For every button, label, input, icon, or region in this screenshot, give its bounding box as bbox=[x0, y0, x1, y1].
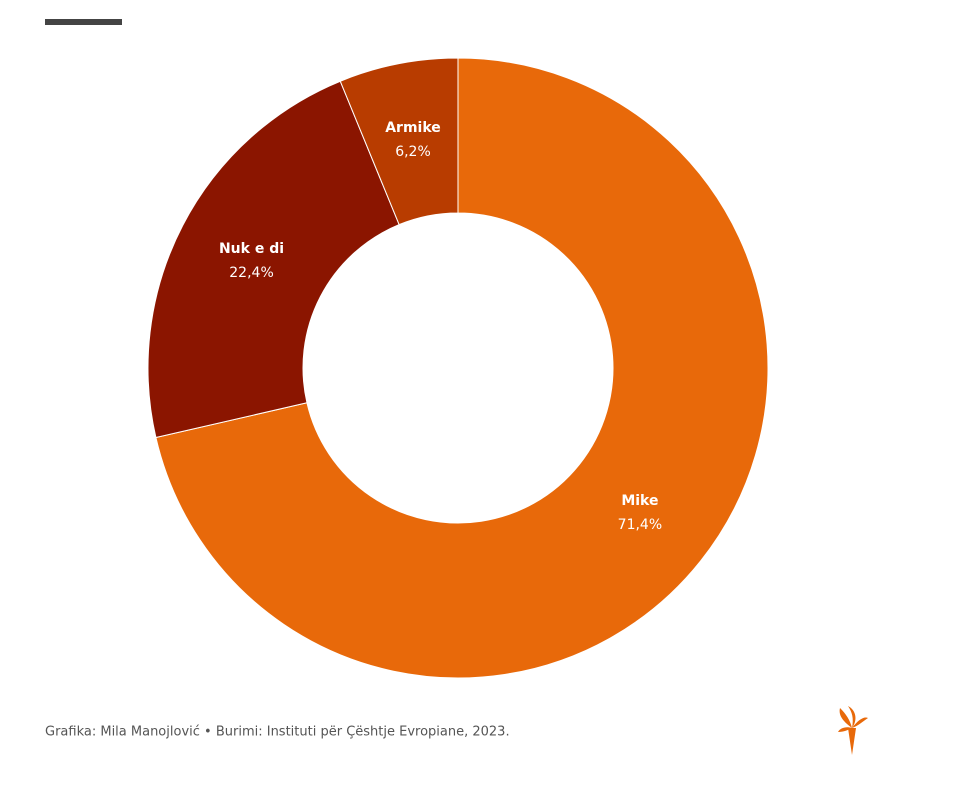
slice-label: Mike bbox=[621, 493, 658, 509]
logo bbox=[838, 706, 868, 755]
slice bbox=[339, 57, 459, 226]
slice bbox=[155, 57, 769, 679]
source: Grafika: Mila Manojlović • Burimi: Insti… bbox=[45, 725, 510, 740]
slice bbox=[147, 80, 400, 439]
slice-label: Armike bbox=[385, 120, 441, 136]
donut: Mike 71,4% Nuk e di 22,4% Armike 6,2% bbox=[147, 57, 769, 679]
slice-label: Nuk e di bbox=[219, 241, 284, 257]
top-bar bbox=[45, 19, 122, 25]
value-label: 22,4% bbox=[229, 265, 273, 281]
value-label: 6,2% bbox=[395, 144, 431, 160]
value-label: 71,4% bbox=[618, 517, 662, 533]
